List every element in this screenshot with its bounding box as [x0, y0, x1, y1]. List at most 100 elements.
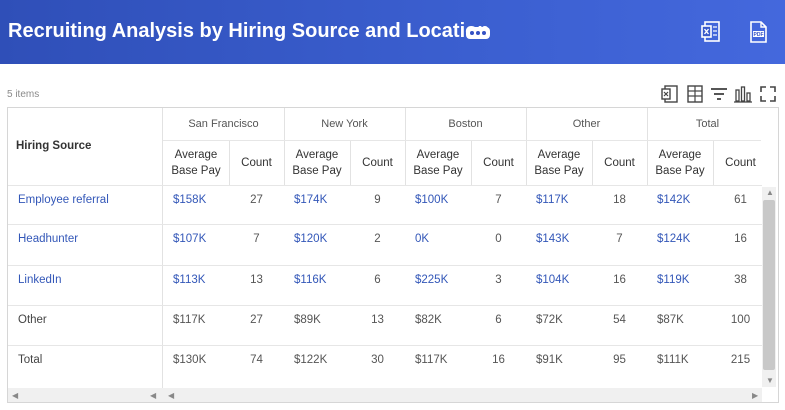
cell-average-base-pay[interactable]: $119K	[657, 274, 690, 286]
cell-average-base-pay[interactable]: $104K	[536, 274, 570, 286]
cell-count: 95	[613, 354, 626, 366]
grid-divider	[647, 108, 648, 186]
cell-average-base-pay[interactable]: $113K	[173, 274, 206, 286]
cell-average-base-pay[interactable]: $107K	[173, 233, 207, 245]
columns-icon[interactable]	[685, 84, 705, 104]
cell-count: 3	[495, 274, 502, 286]
scroll-right-icon[interactable]: ▶	[752, 391, 759, 400]
cell-count: 27	[250, 194, 263, 206]
cell-count: 16	[613, 274, 626, 286]
cell-average-base-pay[interactable]: $174K	[294, 194, 328, 206]
cell-average-base-pay[interactable]: 0K	[415, 233, 430, 245]
report-grid	[7, 107, 779, 403]
cell-average-base-pay[interactable]: $120K	[294, 233, 328, 245]
fullscreen-icon[interactable]	[758, 84, 778, 104]
items-count: 5 items	[7, 89, 40, 100]
cell-average-base-pay[interactable]: $225K	[415, 274, 449, 286]
grid-divider	[526, 108, 527, 186]
cell-average-base-pay[interactable]: $117K	[536, 194, 569, 206]
export-icon[interactable]	[660, 84, 680, 104]
grid-divider	[350, 141, 351, 186]
cell-count: 6	[495, 314, 502, 326]
cell-count: 9	[374, 194, 381, 206]
column-header-average-base-pay[interactable]: Average Base Pay	[534, 149, 584, 177]
report-title: Recruiting Analysis by Hiring Source and…	[8, 20, 490, 42]
filter-icon[interactable]	[709, 84, 729, 104]
cell-count: 2	[374, 233, 381, 245]
report-header: Recruiting Analysis by Hiring Source and…	[0, 0, 785, 64]
excel-export-icon[interactable]	[700, 20, 722, 44]
column-header-count[interactable]: Count	[604, 157, 635, 169]
column-header-count[interactable]: Count	[483, 157, 514, 169]
scroll-up-icon[interactable]: ▲	[766, 188, 774, 197]
cell-count: 18	[613, 194, 626, 206]
cell-average-base-pay: $111K	[657, 354, 689, 366]
grid-divider	[284, 108, 285, 186]
grid-divider	[8, 185, 762, 186]
grid-divider	[163, 140, 761, 141]
column-header-count[interactable]: Count	[362, 157, 393, 169]
column-header-average-base-pay[interactable]: Average Base Pay	[655, 149, 705, 177]
row-label[interactable]: LinkedIn	[18, 274, 62, 286]
cell-count: 13	[371, 314, 384, 326]
column-group-other: Other	[572, 118, 601, 130]
chart-icon[interactable]	[733, 84, 753, 104]
column-header-count[interactable]: Count	[241, 157, 272, 169]
cell-average-base-pay[interactable]: $124K	[657, 233, 691, 245]
cell-average-base-pay[interactable]: $100K	[415, 194, 449, 206]
row-label[interactable]: Employee referral	[18, 194, 109, 206]
cell-count: 16	[734, 233, 747, 245]
grid-divider	[471, 141, 472, 186]
column-header-average-base-pay[interactable]: Average Base Pay	[413, 149, 463, 177]
cell-average-base-pay[interactable]: $143K	[536, 233, 570, 245]
cell-count: 0	[495, 233, 502, 245]
grid-divider	[8, 265, 762, 266]
cell-count: 61	[734, 194, 747, 206]
cell-average-base-pay: $122K	[294, 354, 328, 366]
column-group-total: Total	[695, 118, 720, 130]
scroll-left-icon[interactable]: ◀	[12, 391, 19, 400]
grid-divider	[405, 108, 406, 186]
cell-average-base-pay: $87K	[657, 314, 684, 326]
cell-count: 54	[613, 314, 626, 326]
cell-count: 7	[616, 233, 623, 245]
cell-count: 100	[730, 314, 751, 326]
scroll-down-icon[interactable]: ▼	[766, 376, 774, 385]
vertical-scroll-thumb[interactable]	[763, 200, 775, 370]
cell-count: 74	[250, 354, 263, 366]
pdf-export-icon[interactable]: PDF	[747, 20, 769, 44]
more-icon[interactable]	[466, 27, 490, 39]
grid-divider	[229, 141, 230, 186]
cell-average-base-pay[interactable]: $116K	[294, 274, 327, 286]
column-group-boston: Boston	[448, 118, 483, 130]
cell-count: 6	[374, 274, 381, 286]
row-header-hiring-source: Hiring Source	[16, 140, 92, 152]
column-header-count[interactable]: Count	[725, 157, 756, 169]
cell-average-base-pay[interactable]: $158K	[173, 194, 207, 206]
column-header-average-base-pay[interactable]: Average Base Pay	[171, 149, 221, 177]
cell-average-base-pay[interactable]: $142K	[657, 194, 691, 206]
cell-average-base-pay: $82K	[415, 314, 442, 326]
cell-average-base-pay: $117K	[415, 354, 448, 366]
grid-divider	[8, 345, 762, 346]
cell-count: 7	[495, 194, 502, 206]
cell-count: 215	[730, 354, 751, 366]
grid-divider	[162, 108, 163, 388]
column-header-average-base-pay[interactable]: Average Base Pay	[292, 149, 342, 177]
column-group-san-francisco: San Francisco	[188, 118, 259, 130]
cell-count: 30	[371, 354, 384, 366]
row-label[interactable]: Headhunter	[18, 233, 79, 245]
row-label: Other	[18, 314, 47, 326]
cell-average-base-pay: $91K	[536, 354, 563, 366]
horizontal-scrollbar[interactable]	[8, 388, 762, 402]
grid-divider	[713, 141, 714, 186]
grid-divider	[8, 305, 762, 306]
scroll-left-icon[interactable]: ◀	[168, 391, 175, 400]
cell-average-base-pay: $72K	[536, 314, 563, 326]
cell-count: 16	[492, 354, 505, 366]
scroll-left-icon[interactable]: ◀	[150, 391, 157, 400]
svg-text:PDF: PDF	[754, 32, 764, 38]
cell-count: 27	[250, 314, 263, 326]
cell-count: 13	[250, 274, 263, 286]
cell-count: 38	[734, 274, 747, 286]
